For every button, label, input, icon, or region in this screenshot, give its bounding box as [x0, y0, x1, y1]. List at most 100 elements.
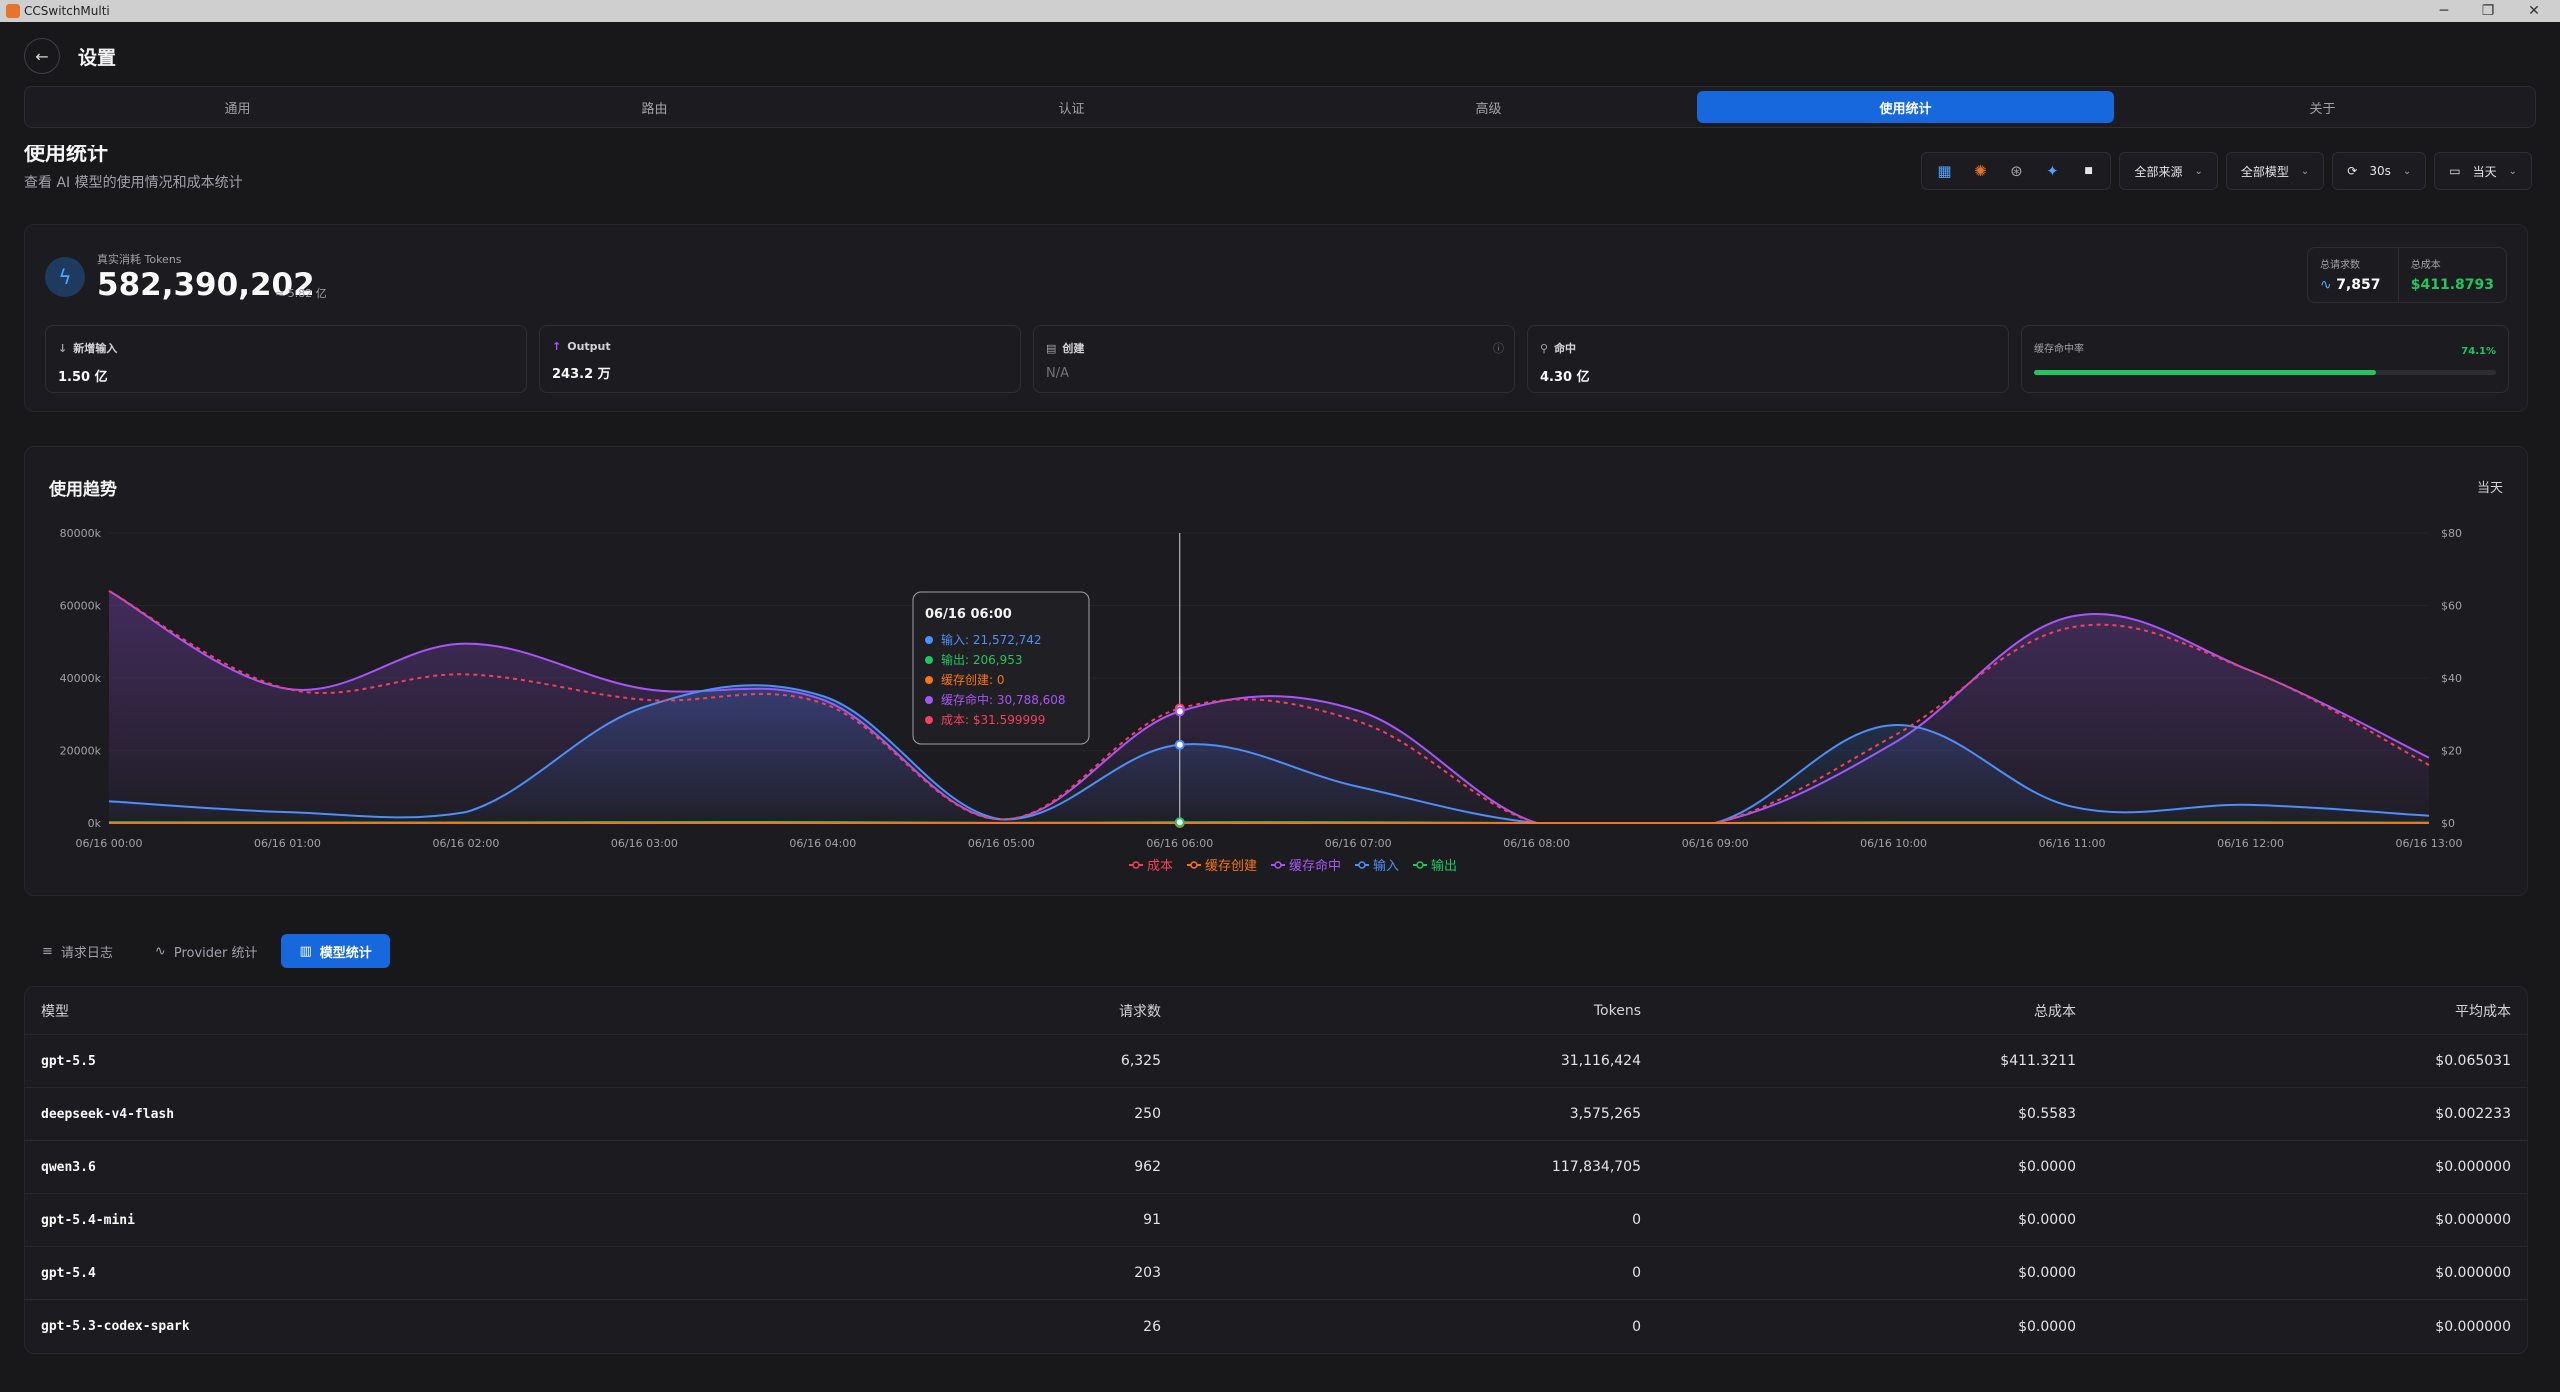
- x-tick-label: 06/16 06:00: [1146, 837, 1213, 850]
- y2-tick-label: $20: [2441, 745, 2462, 758]
- metric-label: 创建: [1062, 342, 1085, 355]
- hover-point: [1174, 817, 1185, 828]
- window-titlebar: CCSwitchMulti ─ ❐ ✕: [0, 0, 2560, 22]
- model-select-value: 全部模型: [2240, 164, 2289, 179]
- table-row[interactable]: gpt-5.5 6,325 31,116,424 $411.3211 $0.065031: [25, 1035, 2527, 1088]
- database-icon: ▤: [1046, 342, 1057, 355]
- cell-avg-cost: $0.000000: [2435, 1265, 2511, 1281]
- claude-icon[interactable]: ✺: [1974, 162, 1987, 180]
- tab-about[interactable]: 关于: [2309, 101, 2336, 117]
- y-tick-label: 60000k: [60, 600, 102, 613]
- tab-routing[interactable]: 路由: [641, 101, 668, 117]
- cache-rate-bar: [2034, 370, 2496, 375]
- subtab-provider-stats[interactable]: ∿ Provider 统计: [137, 934, 276, 968]
- subtab-label: 请求日志: [60, 945, 113, 961]
- x-tick-label: 06/16 00:00: [76, 837, 143, 850]
- trend-title: 使用趋势: [49, 480, 117, 500]
- back-button[interactable]: ←: [24, 38, 60, 74]
- tooltip-dot: [925, 636, 933, 644]
- metric-value: 1.50 亿: [58, 370, 108, 385]
- provider-filter-group: ▦ ✺ ⊛ ✦ ■: [1921, 152, 2112, 190]
- subtab-request-log[interactable]: ≡ 请求日志: [24, 934, 131, 968]
- minimize-button[interactable]: ─: [2439, 3, 2449, 19]
- legend-label: 输出: [1431, 858, 1457, 874]
- chevron-down-icon: ⌄: [2508, 165, 2517, 177]
- cell-tokens: 117,834,705: [1551, 1159, 1641, 1175]
- subtab-model-stats[interactable]: ▥ 模型统计: [281, 934, 390, 968]
- legend-marker: [1190, 861, 1198, 869]
- tab-usage-stats[interactable]: 使用统计: [1697, 91, 2114, 123]
- model-select[interactable]: 全部模型 ⌄: [2225, 152, 2325, 190]
- activity-icon: ∿: [2320, 277, 2337, 293]
- openai-icon[interactable]: ⊛: [2010, 162, 2023, 180]
- date-range-value: 当天: [2472, 164, 2497, 179]
- source-select[interactable]: 全部来源 ⌄: [2119, 152, 2218, 190]
- totals-box: 总请求数 ∿ 7,857 总成本 $411.8793: [2307, 247, 2507, 303]
- table-header: 模型 请求数 Tokens 总成本 平均成本: [25, 987, 2527, 1035]
- tooltip-row: 输入: 21,572,742: [941, 632, 1042, 647]
- target-icon: ⚲: [1540, 342, 1549, 355]
- tooltip-row: 成本: $31.599999: [941, 713, 1045, 727]
- cache-rate-label: 缓存命中率: [2034, 344, 2084, 355]
- cell-requests: 250: [1134, 1106, 1161, 1122]
- date-range-select[interactable]: ▭ 当天 ⌄: [2434, 152, 2532, 190]
- settings-tabs: 通用 路由 认证 高级 使用统计 关于: [24, 86, 2536, 128]
- maximize-button[interactable]: ❐: [2481, 3, 2495, 19]
- tooltip-row: 输出: 206,953: [941, 652, 1022, 667]
- info-icon[interactable]: ⓘ: [1493, 342, 1504, 355]
- cell-requests: 91: [1143, 1212, 1161, 1228]
- col-avg-cost: 平均成本: [2455, 1003, 2511, 1020]
- y-tick-label: 80000k: [60, 527, 102, 540]
- usage-trend-chart: 0k $0 20000k $20 40000k $40 60000k $60 80000k $80…: [60, 527, 2463, 874]
- total-requests: 总请求数 ∿ 7,857: [2308, 248, 2398, 302]
- tab-auth[interactable]: 认证: [1058, 101, 1085, 117]
- chevron-down-icon: ⌄: [2402, 165, 2412, 177]
- tooltip-dot: [925, 656, 933, 664]
- x-tick-label: 06/16 08:00: [1503, 837, 1570, 850]
- bar-chart-icon: ▥: [299, 943, 312, 959]
- table-row[interactable]: qwen3.6 962 117,834,705 $0.0000 $0.000000: [25, 1141, 2527, 1194]
- series-line: [108, 590, 2430, 824]
- table-row[interactable]: gpt-5.3-codex-spark 26 0 $0.0000 $0.000000: [25, 1300, 2527, 1353]
- metric-output: ↑ Output 243.2 万: [539, 325, 1021, 393]
- hover-point: [1174, 739, 1185, 750]
- gemini-icon[interactable]: ✦: [2046, 162, 2059, 180]
- download-icon: ↓: [58, 342, 68, 355]
- total-requests-value: 7,857: [2336, 277, 2381, 293]
- cell-requests: 203: [1134, 1265, 1161, 1281]
- legend-label: 缓存创建: [1205, 859, 1257, 874]
- cell-total-cost: $0.0000: [2018, 1159, 2076, 1175]
- legend-marker: [1358, 861, 1366, 869]
- x-tick-label: 06/16 11:00: [2039, 837, 2106, 850]
- table-row[interactable]: gpt-5.4-mini 91 0 $0.0000 $0.000000: [25, 1194, 2527, 1247]
- cell-avg-cost: $0.002233: [2435, 1106, 2511, 1122]
- col-total-cost: 总成本: [2034, 1003, 2076, 1020]
- cell-avg-cost: $0.000000: [2435, 1212, 2511, 1228]
- cell-total-cost: $0.0000: [2018, 1265, 2076, 1281]
- close-button[interactable]: ✕: [2528, 3, 2540, 19]
- table-row[interactable]: deepseek-v4-flash 250 3,575,265 $0.5583 $0.0…: [25, 1088, 2527, 1141]
- metric-label: 命中: [1554, 342, 1577, 355]
- cell-avg-cost: $0.065031: [2435, 1053, 2511, 1069]
- cell-model: gpt-5.3-codex-spark: [41, 1319, 190, 1334]
- tab-general[interactable]: 通用: [224, 101, 251, 117]
- usage-summary-card: ϟ 真实消耗 Tokens 582,390,202 ≈ 5.82 亿 总请求数 …: [24, 224, 2528, 412]
- table-row[interactable]: gpt-5.4 203 0 $0.0000 $0.000000: [25, 1247, 2527, 1300]
- x-tick-label: 06/16 07:00: [1325, 837, 1392, 850]
- grid-icon[interactable]: ▦: [1937, 162, 1952, 180]
- cell-tokens: 0: [1632, 1265, 1641, 1281]
- x-tick-label: 06/16 10:00: [1860, 837, 1927, 850]
- cell-tokens: 0: [1632, 1212, 1641, 1228]
- cell-model: deepseek-v4-flash: [41, 1106, 175, 1122]
- x-tick-label: 06/16 05:00: [968, 837, 1035, 850]
- metric-value: 4.30 亿: [1540, 370, 1590, 385]
- x-tick-label: 06/16 01:00: [254, 837, 321, 850]
- square-icon[interactable]: ■: [2084, 166, 2093, 176]
- tab-advanced[interactable]: 高级: [1475, 101, 1502, 117]
- y-tick-label: 40000k: [60, 672, 102, 685]
- chevron-down-icon: ⌄: [2300, 165, 2310, 177]
- tokens-label: 真实消耗 Tokens: [97, 253, 182, 266]
- tokens-value: 582,390,202: [97, 267, 315, 303]
- source-select-value: 全部来源: [2134, 164, 2183, 179]
- refresh-select[interactable]: ⟳ 30s ⌄: [2332, 152, 2427, 190]
